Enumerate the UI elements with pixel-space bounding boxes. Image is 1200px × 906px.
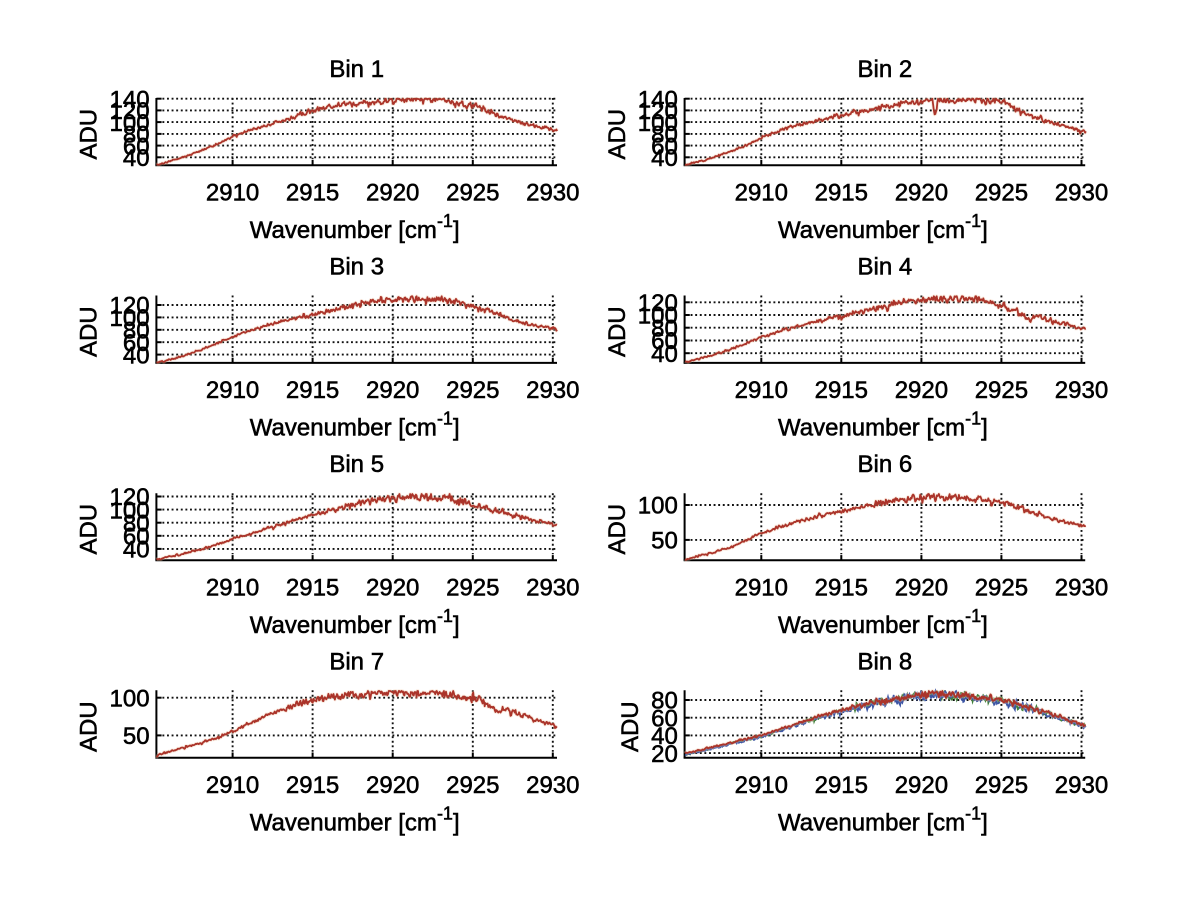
- svg-text:2925: 2925: [975, 574, 1028, 601]
- svg-text:Bin 3: Bin 3: [329, 254, 384, 281]
- svg-text:60: 60: [651, 328, 678, 355]
- svg-text:60: 60: [651, 133, 678, 160]
- svg-text:60: 60: [651, 705, 678, 732]
- svg-text:100: 100: [638, 303, 678, 330]
- svg-text:2915: 2915: [815, 772, 868, 799]
- svg-text:ADU: ADU: [604, 109, 631, 160]
- svg-text:2920: 2920: [366, 179, 419, 206]
- svg-text:ADU: ADU: [76, 701, 103, 752]
- svg-text:2930: 2930: [1055, 179, 1108, 206]
- svg-text:Wavenumber [cm-1]: Wavenumber [cm-1]: [250, 606, 460, 639]
- svg-text:60: 60: [123, 330, 150, 357]
- svg-text:2915: 2915: [815, 377, 868, 404]
- svg-text:2920: 2920: [895, 179, 948, 206]
- svg-text:2930: 2930: [1055, 574, 1108, 601]
- svg-text:Wavenumber [cm-1]: Wavenumber [cm-1]: [778, 409, 988, 442]
- svg-text:2915: 2915: [286, 179, 339, 206]
- svg-text:2915: 2915: [286, 377, 339, 404]
- svg-text:60: 60: [123, 133, 150, 160]
- svg-text:2930: 2930: [526, 377, 579, 404]
- svg-text:2920: 2920: [366, 574, 419, 601]
- svg-text:40: 40: [123, 342, 150, 369]
- svg-text:2925: 2925: [446, 377, 499, 404]
- svg-text:80: 80: [123, 318, 150, 345]
- svg-text:Wavenumber [cm-1]: Wavenumber [cm-1]: [778, 804, 988, 837]
- svg-text:100: 100: [638, 493, 678, 520]
- svg-text:100: 100: [110, 305, 150, 332]
- svg-text:Wavenumber [cm-1]: Wavenumber [cm-1]: [250, 211, 460, 244]
- svg-text:100: 100: [110, 497, 150, 524]
- svg-text:2925: 2925: [975, 772, 1028, 799]
- svg-text:2910: 2910: [206, 574, 259, 601]
- svg-text:ADU: ADU: [604, 504, 631, 555]
- svg-text:2910: 2910: [206, 377, 259, 404]
- svg-text:2925: 2925: [446, 772, 499, 799]
- svg-text:Bin 2: Bin 2: [858, 56, 913, 83]
- svg-text:2910: 2910: [735, 377, 788, 404]
- svg-text:Bin 5: Bin 5: [329, 451, 384, 478]
- svg-text:2915: 2915: [815, 179, 868, 206]
- svg-text:2930: 2930: [1055, 772, 1108, 799]
- svg-text:80: 80: [651, 688, 678, 715]
- svg-text:2915: 2915: [815, 574, 868, 601]
- svg-text:2920: 2920: [895, 377, 948, 404]
- svg-text:20: 20: [651, 741, 678, 768]
- svg-text:Wavenumber [cm-1]: Wavenumber [cm-1]: [250, 804, 460, 837]
- svg-text:Wavenumber [cm-1]: Wavenumber [cm-1]: [250, 409, 460, 442]
- svg-text:Wavenumber [cm-1]: Wavenumber [cm-1]: [778, 606, 988, 639]
- svg-text:100: 100: [110, 685, 150, 712]
- svg-text:2930: 2930: [526, 574, 579, 601]
- svg-text:Wavenumber [cm-1]: Wavenumber [cm-1]: [778, 211, 988, 244]
- svg-text:ADU: ADU: [76, 306, 103, 357]
- svg-text:120: 120: [110, 293, 150, 320]
- svg-text:40: 40: [651, 145, 678, 172]
- svg-text:ADU: ADU: [76, 109, 103, 160]
- svg-text:140: 140: [638, 86, 678, 113]
- svg-text:2930: 2930: [526, 772, 579, 799]
- svg-text:80: 80: [123, 510, 150, 537]
- svg-text:2930: 2930: [1055, 377, 1108, 404]
- svg-text:2925: 2925: [446, 574, 499, 601]
- svg-text:2910: 2910: [206, 179, 259, 206]
- svg-text:40: 40: [123, 145, 150, 172]
- svg-text:40: 40: [123, 537, 150, 564]
- svg-text:2910: 2910: [735, 772, 788, 799]
- svg-text:Bin 8: Bin 8: [858, 649, 913, 676]
- svg-text:ADU: ADU: [617, 701, 644, 752]
- svg-text:ADU: ADU: [604, 306, 631, 357]
- svg-text:80: 80: [651, 122, 678, 149]
- svg-text:2910: 2910: [206, 772, 259, 799]
- svg-text:2925: 2925: [446, 179, 499, 206]
- svg-text:2925: 2925: [975, 179, 1028, 206]
- svg-text:40: 40: [651, 723, 678, 750]
- svg-text:2930: 2930: [526, 179, 579, 206]
- svg-text:Bin 6: Bin 6: [858, 451, 913, 478]
- svg-text:80: 80: [651, 315, 678, 342]
- svg-text:Bin 7: Bin 7: [329, 649, 384, 676]
- svg-text:100: 100: [110, 110, 150, 137]
- svg-text:140: 140: [110, 86, 150, 113]
- svg-text:2920: 2920: [895, 574, 948, 601]
- svg-text:40: 40: [651, 341, 678, 368]
- svg-text:80: 80: [123, 122, 150, 149]
- svg-text:2910: 2910: [735, 574, 788, 601]
- svg-text:2925: 2925: [975, 377, 1028, 404]
- svg-text:2920: 2920: [366, 377, 419, 404]
- svg-text:120: 120: [638, 98, 678, 125]
- svg-text:Bin 1: Bin 1: [329, 56, 384, 83]
- svg-text:2920: 2920: [895, 772, 948, 799]
- svg-text:ADU: ADU: [76, 504, 103, 555]
- svg-text:2910: 2910: [735, 179, 788, 206]
- svg-text:60: 60: [123, 524, 150, 551]
- svg-text:50: 50: [123, 723, 150, 750]
- svg-text:2920: 2920: [366, 772, 419, 799]
- svg-text:50: 50: [651, 528, 678, 555]
- svg-text:120: 120: [110, 98, 150, 125]
- svg-text:2915: 2915: [286, 574, 339, 601]
- svg-text:120: 120: [110, 484, 150, 511]
- svg-text:2915: 2915: [286, 772, 339, 799]
- svg-text:120: 120: [638, 290, 678, 317]
- svg-text:100: 100: [638, 110, 678, 137]
- svg-text:Bin 4: Bin 4: [858, 254, 913, 281]
